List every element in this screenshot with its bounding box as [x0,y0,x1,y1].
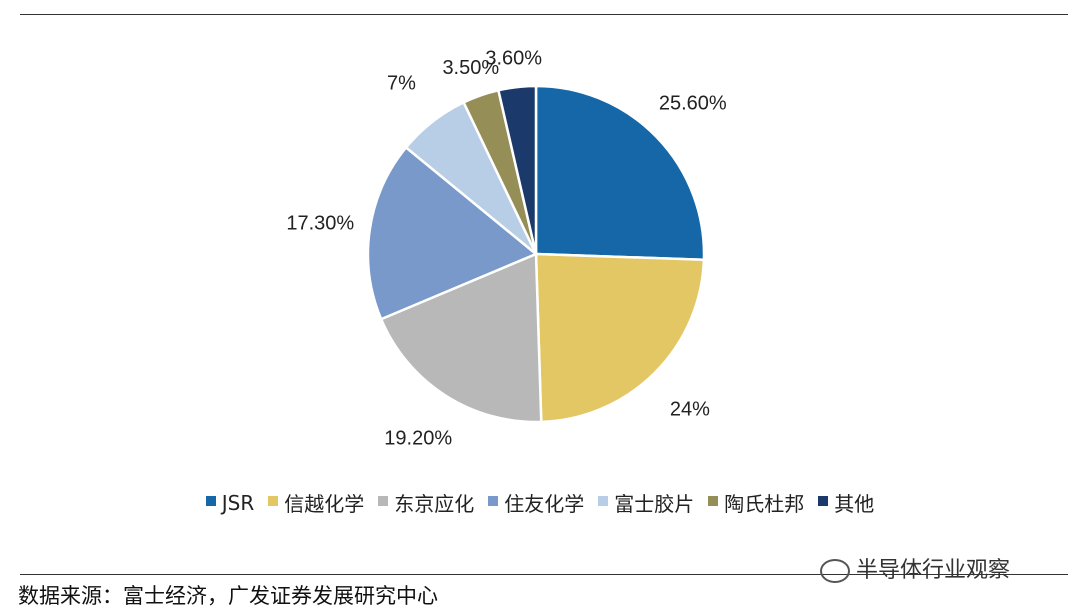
wechat-icon [820,559,850,583]
legend-label: JSR [221,490,255,515]
source-note: 数据来源：富士经济，广发证券发展研究中心 [18,584,438,608]
legend-swatch [818,495,829,506]
legend-item-6: 陶氏杜邦 [708,488,804,517]
data-label-4: 17.30% [286,213,354,235]
legend-item-2: 信越化学 [268,488,364,517]
data-label-2: 24% [670,398,710,420]
watermark-text: 半导体行业观察 [856,558,1011,583]
legend-item-7: 其他 [818,488,874,517]
data-label-7: 3.60% [485,47,542,69]
legend-label: 信越化学 [284,492,365,516]
pie-slice-2 [534,252,706,424]
legend-label: 富士胶片 [614,492,695,516]
legend-swatch [378,495,389,506]
data-label-3: 19.20% [384,428,452,450]
pie-slices [366,84,706,424]
legend-item-5: 富士胶片 [598,488,694,517]
legend-item-3: 东京应化 [378,488,474,517]
pie-slice-3 [379,252,543,424]
chart-legend: JSR 信越化学 东京应化 住友化学 富士胶片 陶氏杜邦 其他 [0,488,1080,517]
watermark: 半导体行业观察 [820,552,1010,584]
legend-swatch [488,495,499,506]
legend-label: 其他 [834,492,875,516]
legend-swatch [708,495,719,506]
data-label-1: 25.60% [659,93,727,115]
legend-swatch [205,495,216,506]
legend-label: 住友化学 [504,492,585,516]
pie-slice-7 [496,84,538,255]
legend-swatch [268,495,279,506]
bottom-rule [20,574,1068,575]
data-label-6: 3.50% [442,57,499,79]
top-rule [20,14,1068,15]
data-label-5: 7% [387,72,416,94]
pie-slice-4 [366,145,539,321]
legend-swatch [598,495,609,506]
legend-item-4: 住友化学 [488,488,584,517]
pie-data-labels: 25.60% 24% 19.20% 17.30% 7% 3.50%3.60% [286,47,727,449]
pie-slice-1 [534,84,706,262]
legend-item-1: JSR [205,490,255,515]
legend-label: 陶氏杜邦 [724,492,805,516]
legend-label: 东京应化 [394,492,475,516]
pie-chart: 25.60% 24% 19.20% 17.30% 7% 3.50%3.60% [286,47,727,449]
